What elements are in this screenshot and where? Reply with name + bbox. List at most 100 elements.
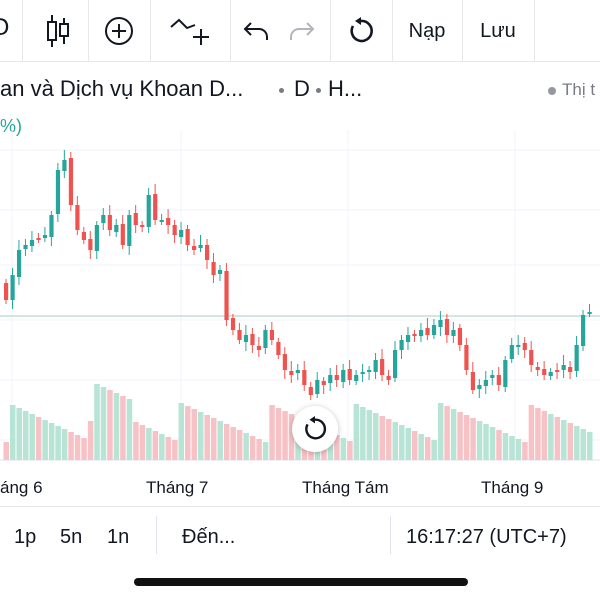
candle-body — [10, 275, 15, 300]
x-axis-label: áng 6 — [0, 478, 43, 497]
symbol-interval[interactable]: D — [294, 76, 310, 101]
candle-body — [483, 380, 488, 386]
x-axis-label: Tháng 9 — [481, 478, 544, 497]
volume-bar — [22, 411, 29, 460]
reload-button[interactable] — [336, 0, 386, 62]
candle-body — [133, 213, 138, 225]
volume-bar — [437, 403, 444, 460]
candle-body — [75, 205, 80, 230]
candle-body — [457, 328, 463, 345]
volume-bar — [126, 399, 133, 460]
toolbar-divider — [392, 0, 393, 62]
symbol-name[interactable]: an và Dịch vụ Khoan D... — [0, 76, 244, 101]
candle-body — [509, 345, 514, 359]
add-indicator-button[interactable] — [92, 0, 146, 62]
candle-body — [224, 271, 229, 320]
candle-body — [522, 343, 527, 350]
volume-bar — [223, 424, 230, 460]
toolbar-divider — [22, 0, 23, 62]
volume-bar — [418, 434, 424, 460]
volume-bar — [353, 404, 360, 460]
volume-bar — [172, 440, 178, 460]
volume-bar — [489, 427, 496, 460]
candle-body — [373, 360, 378, 372]
candle-body — [548, 372, 553, 376]
volume-bar — [288, 414, 295, 460]
volume-bar — [282, 411, 288, 460]
volume-bar — [81, 438, 87, 460]
clock-timezone[interactable]: 16:17:27 (UTC+7) — [406, 526, 567, 548]
candle-body — [341, 370, 346, 382]
reset-chart-button[interactable] — [292, 406, 338, 452]
range-1-button[interactable]: 1p — [14, 526, 37, 548]
candle-body — [88, 239, 93, 250]
toolbar-divider — [150, 0, 151, 62]
volume-bars — [3, 384, 593, 460]
volume-bar — [243, 433, 249, 460]
volume-bar — [450, 409, 457, 460]
market-status-dot — [548, 87, 556, 95]
candle-chart-type-button[interactable] — [30, 0, 86, 62]
goto-date-button[interactable]: Đến... — [182, 526, 236, 548]
candle-body — [217, 270, 223, 274]
range-2-button[interactable]: 5n — [60, 526, 83, 548]
candle-body — [23, 245, 28, 249]
candle-body — [464, 345, 469, 370]
volume-bar — [373, 413, 379, 460]
candle-body — [581, 315, 586, 346]
volume-bar — [444, 406, 450, 460]
volume-bar — [178, 403, 185, 460]
candle-body — [204, 245, 210, 260]
candle-body — [153, 194, 158, 220]
candle-body — [542, 369, 547, 375]
compare-symbol-button[interactable] — [160, 0, 220, 62]
candle-body — [55, 170, 61, 214]
volume-bar — [139, 425, 146, 460]
volume-bar — [398, 425, 405, 460]
change-percent: %) — [0, 116, 22, 136]
volume-bar — [256, 439, 262, 460]
candle-body — [127, 215, 132, 246]
refresh-icon — [350, 17, 373, 43]
candle-body — [399, 340, 404, 350]
toolbar-divider — [330, 0, 331, 62]
volume-bar — [204, 415, 210, 460]
price-chart[interactable] — [0, 130, 600, 470]
volume-bar — [16, 408, 22, 460]
volume-bar — [502, 433, 509, 460]
candle-body — [49, 215, 54, 237]
candle-body — [16, 250, 22, 277]
volume-bar — [133, 422, 139, 460]
load-layout-button[interactable]: Nạp — [398, 0, 456, 62]
volume-bar — [236, 430, 243, 460]
save-layout-button[interactable]: Lưu — [466, 0, 530, 62]
candle-body — [574, 345, 579, 371]
volume-bar — [496, 430, 502, 460]
candle-body — [256, 346, 262, 350]
volume-bar — [217, 421, 223, 460]
toolbar-divider — [462, 0, 463, 62]
symbol-exchange[interactable]: H... — [328, 76, 363, 101]
candle-body — [29, 240, 35, 246]
candle-body — [516, 345, 521, 347]
candle-body — [529, 350, 534, 365]
candle-body — [380, 359, 385, 375]
candle-body — [4, 283, 9, 300]
candle-body — [503, 360, 508, 387]
volume-bar — [392, 422, 399, 460]
candle-body — [405, 335, 411, 342]
undo-button[interactable] — [236, 0, 276, 62]
candle-body — [172, 225, 177, 235]
candle-body — [101, 215, 106, 223]
volume-bar — [48, 423, 55, 460]
candle-body — [568, 367, 573, 372]
candle-body — [179, 230, 184, 237]
range-3-button[interactable]: 1n — [107, 526, 130, 548]
redo-button[interactable] — [282, 0, 322, 62]
candle-body — [269, 330, 275, 340]
volume-bar — [61, 429, 68, 460]
candle-body — [230, 318, 236, 330]
candle-body — [328, 375, 333, 383]
volume-bar — [483, 424, 489, 460]
volume-bar — [561, 420, 567, 460]
